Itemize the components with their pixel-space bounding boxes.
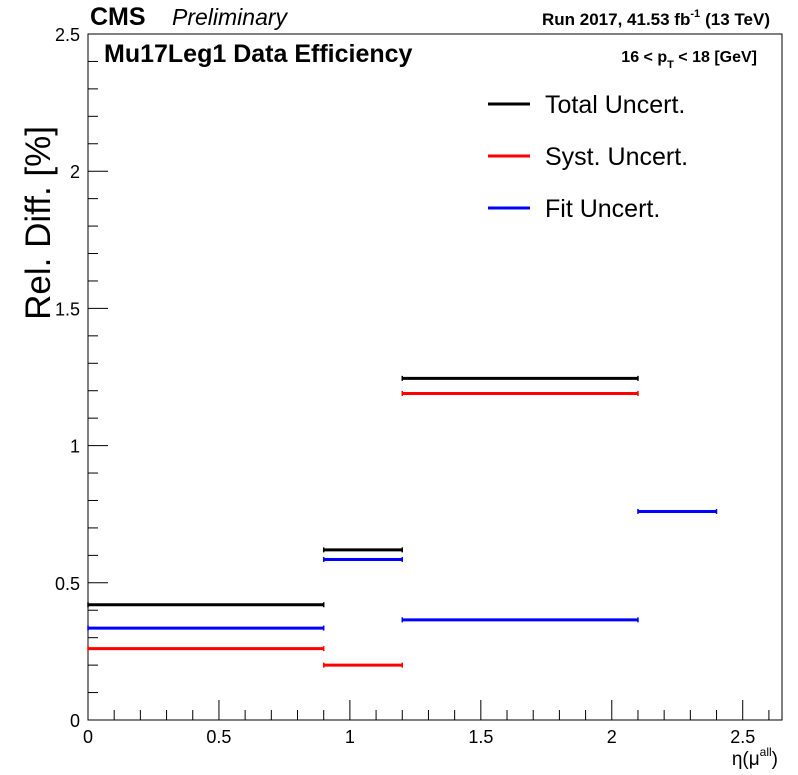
x-tick-label: 1 (345, 727, 355, 747)
segment-syst (401, 390, 639, 396)
legend-label-total: Total Uncert. (545, 91, 685, 119)
x-axis: 0 0.5 1 1.5 2 2.5 (83, 700, 770, 747)
x-tick-label: 2.5 (730, 727, 755, 747)
y-axis: 0 0.5 1 1.5 2 2.5 (55, 25, 108, 731)
segment-total (87, 602, 325, 608)
series-segments (87, 375, 718, 668)
segment-fit (637, 508, 718, 514)
segment-total (322, 547, 404, 553)
x-axis-label-close: ) (772, 749, 778, 770)
segment-syst (87, 646, 325, 652)
segment-syst (322, 662, 404, 668)
experiment-label: CMS (90, 3, 146, 31)
plot-frame (87, 33, 783, 721)
lumi-exponent: -1 (690, 8, 700, 20)
pt-selection-prefix: 16 < p (621, 49, 667, 66)
y-tick-label: 2 (70, 162, 80, 182)
y-tick-label: 0.5 (55, 574, 80, 594)
y-tick-label: 0 (70, 711, 80, 731)
x-axis-label-base: η(μ (732, 749, 760, 770)
x-axis-label: η(μall) (732, 745, 778, 770)
y-axis-label: Rel. Diff. [%] (19, 126, 58, 320)
pt-selection-subscript: T (667, 59, 674, 71)
segment-fit (322, 556, 404, 562)
x-tick-label: 0.5 (206, 727, 231, 747)
segment-fit (87, 625, 325, 631)
segment-fit (401, 617, 639, 623)
x-tick-label: 2 (607, 727, 617, 747)
chart-title: Mu17Leg1 Data Efficiency (104, 40, 413, 68)
legend: Total Uncert. Syst. Uncert. Fit Uncert. (488, 91, 688, 223)
lumi-prefix: Run 2017, 41.53 fb (542, 10, 690, 29)
pt-selection-suffix: < 18 [GeV] (674, 49, 757, 66)
lumi-label: Run 2017, 41.53 fb-1 (13 TeV) (542, 8, 770, 29)
y-tick-label: 2.5 (55, 25, 80, 45)
lumi-energy: (13 TeV) (705, 10, 770, 29)
legend-label-syst: Syst. Uncert. (545, 143, 688, 171)
pt-selection-label: 16 < pT < 18 [GeV] (621, 49, 757, 71)
x-tick-label: 1.5 (468, 727, 493, 747)
legend-label-fit: Fit Uncert. (545, 195, 660, 223)
segment-total (401, 375, 639, 381)
y-tick-label: 1 (70, 437, 80, 457)
y-tick-label: 1.5 (55, 299, 80, 319)
x-tick-label: 0 (83, 727, 93, 747)
status-label: Preliminary (172, 4, 289, 30)
x-axis-label-superscript: all (760, 745, 772, 759)
